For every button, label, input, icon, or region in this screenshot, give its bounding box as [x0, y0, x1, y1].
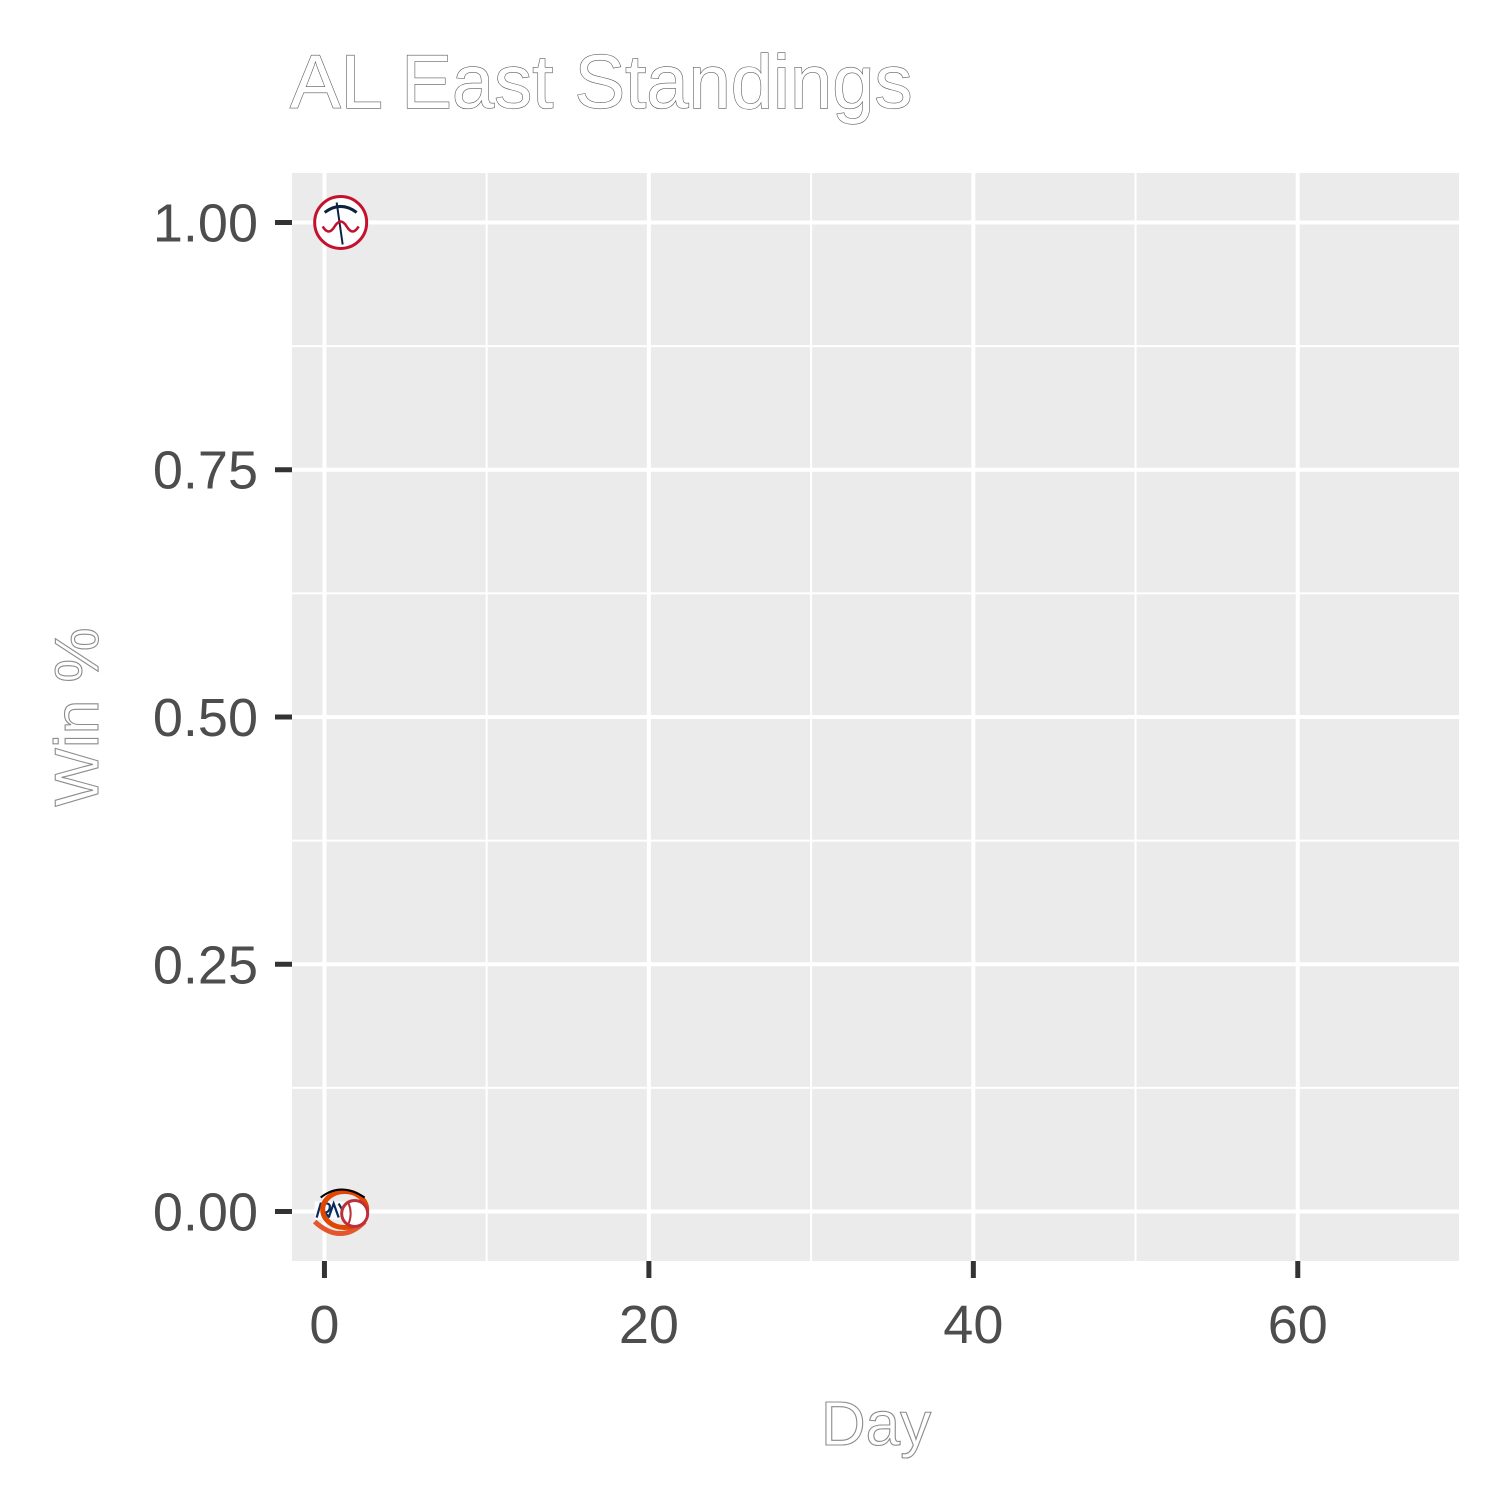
- y-tick-label: 1.00: [153, 193, 258, 253]
- data-points: [312, 194, 370, 1237]
- x-tick-label: 0: [309, 1295, 339, 1355]
- x-axis-title: Day: [821, 1390, 931, 1459]
- chart-title: AL East Standings: [290, 40, 912, 125]
- logo-ball: [340, 1199, 370, 1229]
- yankees-logo-icon: [313, 194, 369, 250]
- logo-stitch: [347, 1203, 352, 1224]
- y-tick-label: 0.75: [153, 441, 258, 501]
- y-tick-label: 0.25: [153, 935, 258, 995]
- y-tick-label: 0.00: [153, 1183, 258, 1243]
- x-tick-label: 20: [619, 1295, 679, 1355]
- x-tick-label: 40: [943, 1295, 1003, 1355]
- y-axis: 0.00 0.25 0.50 0.75 1.00: [153, 193, 292, 1243]
- logo-hat: [323, 204, 358, 214]
- y-axis-title: Win %: [43, 627, 112, 806]
- logo-bat: [335, 202, 344, 245]
- red-sox-logo-icon: [340, 1199, 370, 1229]
- logo-head: [320, 1188, 366, 1199]
- x-tick-label: 60: [1268, 1295, 1328, 1355]
- y-tick-label: 0.50: [153, 688, 258, 748]
- x-axis: 0 20 40 60: [309, 1261, 1328, 1355]
- logo-script: [321, 220, 360, 233]
- grid-major: [292, 173, 1460, 1261]
